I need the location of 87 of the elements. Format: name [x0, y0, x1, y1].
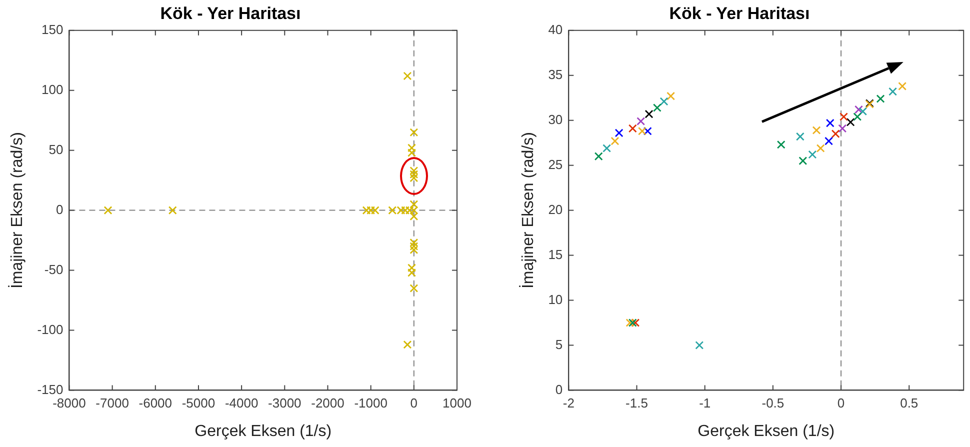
point: [396, 206, 406, 215]
point: [846, 118, 855, 126]
point: [840, 112, 848, 121]
y-tick-label: 0: [555, 382, 563, 397]
y-tick-label: -50: [44, 262, 64, 277]
y-axis-title: İmajiner Eksen (rad/s): [8, 132, 26, 289]
point: [636, 117, 646, 126]
x-tick-label: 0: [837, 396, 845, 411]
y-tick-label: 30: [548, 112, 563, 127]
point: [366, 206, 376, 215]
point: [808, 150, 817, 159]
x-tick-label: 1000: [442, 396, 472, 411]
point: [403, 340, 412, 349]
point: [362, 206, 371, 215]
point: [403, 72, 412, 80]
point: [410, 170, 418, 179]
y-tick-label: -150: [37, 382, 64, 397]
x-tick-label: -2: [562, 396, 574, 411]
point: [798, 156, 808, 166]
point: [628, 318, 637, 327]
point: [370, 206, 380, 215]
chart-title: Kök - Yer Haritası: [160, 4, 301, 23]
point: [695, 340, 704, 350]
chart-title: Kök - Yer Haritası: [669, 4, 810, 23]
y-tick-label: 20: [548, 202, 563, 217]
x-tick-label: -3000: [268, 396, 302, 411]
y-tick-label: 10: [548, 292, 563, 307]
y-tick-label: 0: [56, 202, 64, 217]
y-tick-label: 100: [42, 82, 64, 97]
x-tick-label: -7000: [96, 396, 129, 411]
x-tick-label: -6000: [138, 396, 172, 411]
point: [405, 206, 414, 215]
y-tick-label: 50: [48, 142, 64, 157]
point: [776, 140, 786, 149]
x-tick-label: -8000: [52, 396, 86, 411]
point: [812, 126, 821, 134]
point: [594, 152, 603, 161]
point: [824, 136, 834, 146]
point: [410, 284, 418, 292]
y-tick-label: 15: [548, 246, 563, 262]
point: [614, 128, 624, 138]
point: [838, 124, 847, 133]
point: [610, 136, 620, 146]
y-tick-label: 35: [548, 66, 563, 82]
x-axis-title: Gerçek Eksen (1/s): [194, 422, 332, 440]
x-tick-label: -1.5: [626, 396, 648, 411]
y-tick-label: 150: [42, 22, 64, 37]
point: [666, 92, 676, 100]
point: [660, 97, 668, 106]
point: [401, 206, 410, 215]
point: [168, 206, 177, 215]
point: [602, 144, 612, 152]
point: [826, 118, 834, 128]
y-tick-label: 25: [548, 156, 563, 172]
point: [643, 126, 652, 136]
point: [628, 124, 637, 133]
point: [638, 126, 646, 136]
x-tick-label: 0.5: [900, 396, 918, 411]
point: [626, 318, 634, 327]
point: [831, 130, 840, 138]
y-tick-label: 40: [548, 22, 563, 37]
y-tick-label: 5: [555, 336, 563, 352]
x-tick-label: 0: [410, 396, 418, 411]
point: [388, 206, 397, 215]
y-tick-label: -100: [37, 322, 64, 337]
point: [644, 110, 654, 118]
point: [816, 144, 825, 152]
x-tick-label: -2000: [311, 396, 344, 411]
point: [858, 107, 868, 116]
point: [898, 82, 907, 90]
x-axis-title: Gerçek Eksen (1/s): [698, 422, 835, 440]
point: [796, 132, 804, 141]
point: [854, 105, 863, 114]
point: [888, 87, 898, 96]
point: [876, 94, 885, 103]
point: [410, 242, 418, 251]
x-tick-label: -1000: [354, 396, 388, 411]
x-tick-label: -1: [699, 396, 711, 411]
point: [853, 112, 862, 121]
point: [104, 206, 112, 215]
x-tick-label: -5000: [182, 396, 216, 411]
x-tick-label: -4000: [224, 396, 258, 411]
point: [631, 318, 640, 327]
point: [652, 104, 662, 112]
y-axis-title: İmajiner Eksen (rad/s): [519, 132, 538, 289]
x-tick-label: -0.5: [762, 396, 784, 411]
point: [410, 128, 418, 137]
